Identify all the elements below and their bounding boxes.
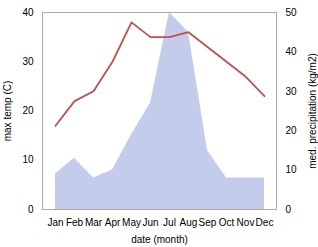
svg-text:Dec: Dec [256, 217, 274, 228]
svg-text:Jan: Jan [47, 217, 63, 228]
svg-text:10: 10 [286, 164, 298, 175]
svg-text:Jul: Jul [163, 217, 176, 228]
svg-text:Oct: Oct [219, 217, 235, 228]
svg-text:50: 50 [286, 7, 298, 18]
svg-text:Apr: Apr [105, 217, 121, 228]
svg-text:40: 40 [286, 46, 298, 57]
svg-text:30: 30 [22, 56, 34, 67]
svg-text:Feb: Feb [66, 217, 84, 228]
svg-text:May: May [122, 217, 141, 228]
svg-text:0: 0 [28, 204, 34, 215]
svg-text:date (month): date (month) [131, 234, 188, 245]
svg-text:Sep: Sep [199, 217, 217, 228]
svg-text:Nov: Nov [237, 217, 255, 228]
svg-text:Mar: Mar [85, 217, 103, 228]
svg-text:med. precipitation (kg/m2): med. precipitation (kg/m2) [307, 53, 318, 169]
svg-text:Jun: Jun [142, 217, 158, 228]
svg-text:10: 10 [22, 154, 34, 165]
svg-text:30: 30 [286, 86, 298, 97]
svg-text:20: 20 [286, 125, 298, 136]
svg-text:Aug: Aug [180, 217, 198, 228]
svg-text:max temp (C): max temp (C) [2, 81, 13, 142]
svg-text:40: 40 [22, 7, 34, 18]
svg-text:20: 20 [22, 105, 34, 116]
svg-text:0: 0 [286, 204, 292, 215]
